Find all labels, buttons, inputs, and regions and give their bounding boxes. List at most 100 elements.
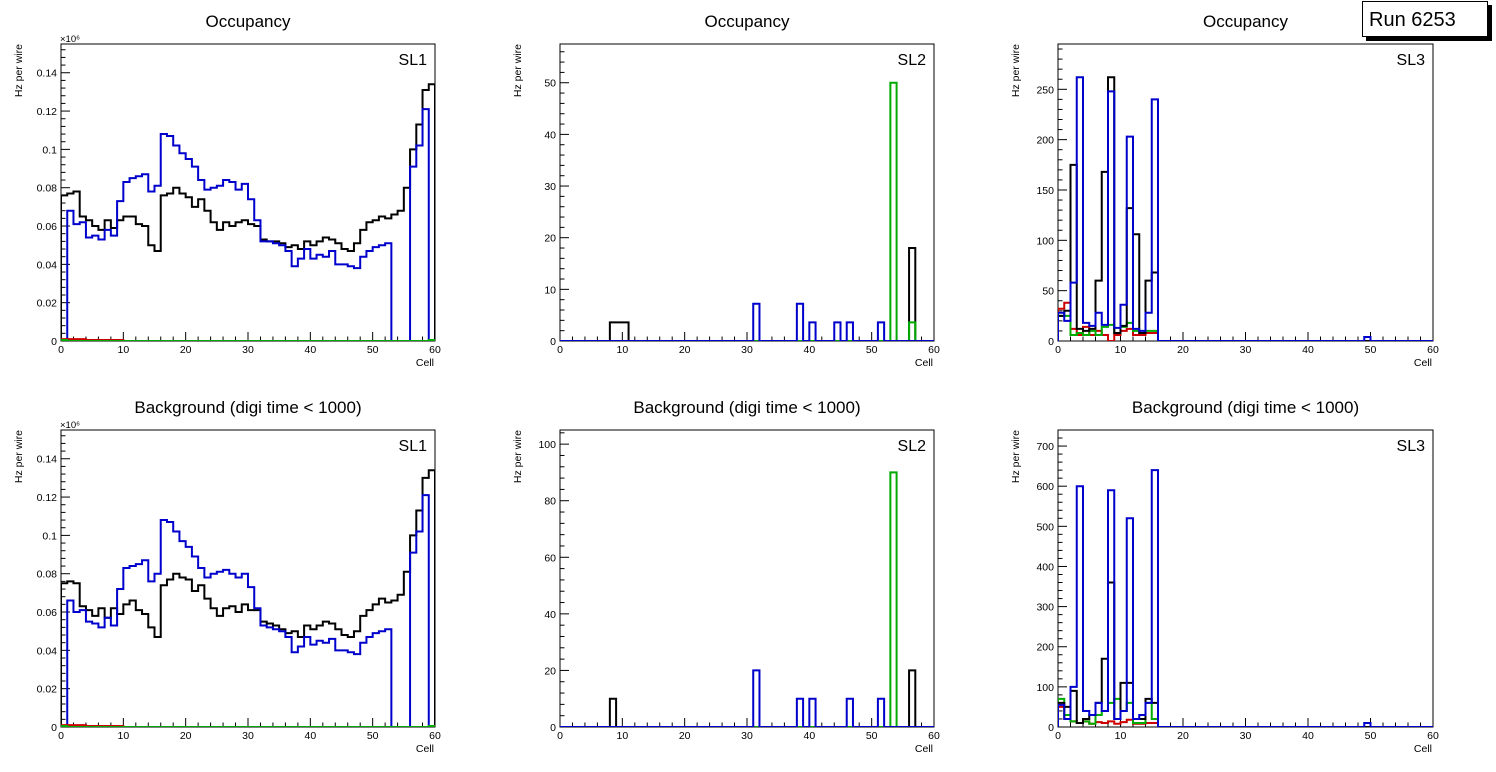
- y-tick-label: 600: [1036, 481, 1054, 493]
- y-exponent-label: ×10⁶: [60, 34, 80, 45]
- x-tick-label: 20: [1177, 730, 1189, 742]
- superlayer-label: SL1: [399, 438, 428, 455]
- x-tick-label: 10: [117, 730, 129, 742]
- y-tick-label: 30: [544, 181, 556, 193]
- y-tick-label: 0: [550, 722, 556, 734]
- x-tick-label: 30: [242, 730, 254, 742]
- x-tick-label: 40: [304, 730, 316, 742]
- superlayer-label: SL3: [1397, 438, 1426, 455]
- y-tick-label: 150: [1036, 185, 1054, 197]
- y-tick-label: 0.12: [37, 492, 58, 504]
- y-tick-label: 100: [1036, 682, 1054, 694]
- x-tick-label: 30: [242, 344, 254, 356]
- y-axis-label: Hz per wire: [1010, 44, 1022, 97]
- y-tick-label: 0: [51, 722, 57, 734]
- x-tick-label: 30: [741, 730, 753, 742]
- panel-title: Occupancy: [205, 12, 291, 31]
- run-label: Run 6253: [1369, 9, 1456, 31]
- y-tick-label: 0: [550, 336, 556, 348]
- series-black: [61, 83, 435, 341]
- x-tick-label: 60: [928, 344, 940, 356]
- y-tick-label: 0: [1048, 722, 1054, 734]
- x-tick-label: 20: [180, 730, 192, 742]
- x-tick-label: 20: [1177, 344, 1189, 356]
- series-black: [560, 669, 934, 727]
- y-exponent-label: ×10⁶: [60, 420, 80, 431]
- y-tick-label: 700: [1036, 441, 1054, 453]
- x-tick-label: 40: [803, 730, 815, 742]
- y-axis-label: Hz per wire: [512, 430, 524, 483]
- y-tick-label: 0.14: [37, 454, 58, 466]
- series-green: [560, 471, 934, 727]
- x-tick-label: 0: [58, 730, 64, 742]
- x-tick-label: 40: [304, 344, 316, 356]
- series-green: [1058, 314, 1433, 341]
- x-axis-label: Cell: [1414, 357, 1432, 369]
- y-tick-label: 0.06: [37, 607, 58, 619]
- x-tick-label: 10: [616, 730, 628, 742]
- x-tick-label: 40: [1302, 730, 1314, 742]
- panel-title: Occupancy: [704, 12, 790, 31]
- x-axis-label: Cell: [915, 357, 933, 369]
- series-green: [560, 81, 934, 341]
- series-black: [61, 469, 435, 727]
- y-tick-label: 0.04: [37, 645, 58, 657]
- y-tick-label: 300: [1036, 602, 1054, 614]
- series-green: [61, 339, 435, 341]
- x-tick-label: 50: [367, 730, 379, 742]
- histogram-panel-5: Background (digi time < 1000) 0 10 20 30 40 50…: [512, 398, 940, 755]
- y-tick-label: 0.12: [37, 106, 58, 118]
- x-axis-label: Cell: [915, 743, 933, 755]
- y-tick-label: 0.02: [37, 298, 58, 310]
- x-axis-label: Cell: [416, 357, 434, 369]
- panel-title: Background (digi time < 1000): [633, 398, 860, 417]
- x-tick-label: 20: [679, 344, 691, 356]
- x-tick-label: 0: [557, 730, 563, 742]
- x-tick-label: 30: [1240, 730, 1252, 742]
- x-tick-label: 40: [803, 344, 815, 356]
- series-group: [1058, 76, 1433, 341]
- y-tick-label: 500: [1036, 521, 1054, 533]
- plot-frame: [559, 43, 935, 342]
- y-tick-label: 400: [1036, 561, 1054, 573]
- series-group: [560, 81, 934, 341]
- x-axis-label: Cell: [1414, 743, 1432, 755]
- x-tick-label: 60: [1427, 730, 1439, 742]
- x-tick-label: 60: [429, 344, 441, 356]
- series-green: [1058, 697, 1433, 727]
- superlayer-label: SL2: [898, 52, 927, 69]
- x-tick-label: 30: [1240, 344, 1252, 356]
- panel-title: Background (digi time < 1000): [1132, 398, 1359, 417]
- series-blue: [61, 494, 435, 727]
- superlayer-label: SL2: [898, 438, 927, 455]
- superlayer-label: SL1: [399, 52, 428, 69]
- histogram-panel-4: Background (digi time < 1000) 0 10 20 30 40 50…: [13, 398, 441, 755]
- series-green: [61, 725, 435, 727]
- x-tick-label: 20: [180, 344, 192, 356]
- y-tick-label: 0.08: [37, 569, 58, 581]
- histogram-panel-6: Background (digi time < 1000) 0 10 20 30 40 50…: [1010, 398, 1439, 755]
- y-tick-label: 10: [544, 284, 556, 296]
- y-tick-label: 50: [1042, 286, 1054, 298]
- series-black: [1058, 76, 1433, 341]
- x-tick-label: 50: [1365, 344, 1377, 356]
- y-tick-label: 0.08: [37, 183, 58, 195]
- superlayer-label: SL3: [1397, 52, 1426, 69]
- y-tick-label: 200: [1036, 642, 1054, 654]
- y-tick-label: 40: [544, 129, 556, 141]
- series-group: [1058, 469, 1433, 727]
- plot-frame: [559, 429, 935, 728]
- y-tick-label: 200: [1036, 135, 1054, 147]
- y-tick-label: 0.04: [37, 259, 58, 271]
- y-tick-label: 20: [544, 233, 556, 245]
- x-tick-label: 30: [741, 344, 753, 356]
- y-axis-label: Hz per wire: [13, 44, 25, 97]
- series-blue: [1058, 469, 1433, 727]
- y-tick-label: 0: [51, 336, 57, 348]
- panel-title: Occupancy: [1203, 12, 1289, 31]
- x-axis-label: Cell: [416, 743, 434, 755]
